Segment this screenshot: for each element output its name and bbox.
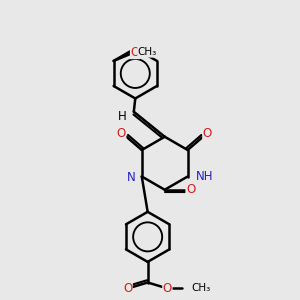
Text: O: O xyxy=(163,282,172,295)
Text: N: N xyxy=(127,172,135,184)
Text: O: O xyxy=(203,127,212,140)
Text: CH₃: CH₃ xyxy=(138,47,157,57)
Text: H: H xyxy=(118,110,127,123)
Text: O: O xyxy=(130,46,140,59)
Text: O: O xyxy=(186,183,195,196)
Text: O: O xyxy=(116,127,126,140)
Text: NH: NH xyxy=(196,170,213,183)
Text: O: O xyxy=(123,282,132,295)
Text: CH₃: CH₃ xyxy=(192,284,211,293)
